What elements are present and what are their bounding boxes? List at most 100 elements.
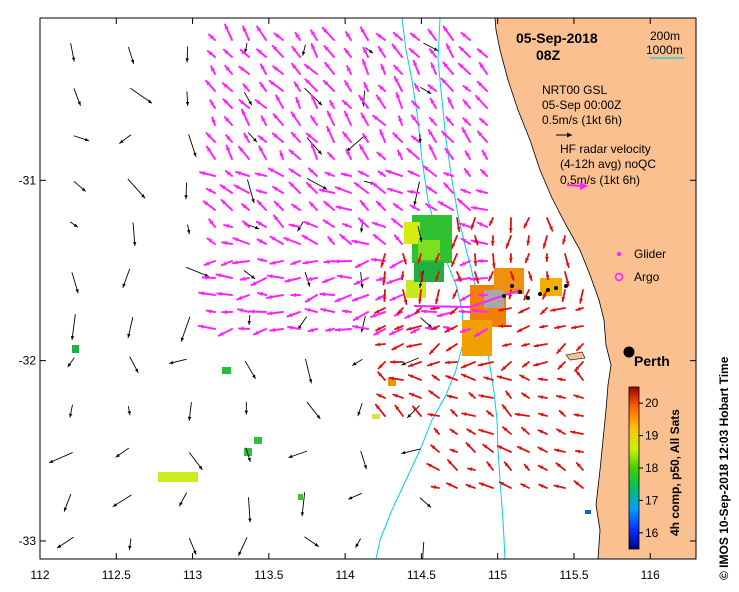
observed-arrow [445,343,458,352]
radar-arrow [324,171,335,177]
radar-arrow [310,43,318,58]
radar-arrow [258,145,267,160]
model-arrow [355,538,361,548]
observed-arrow [477,361,494,367]
radar-arrow [304,78,318,92]
radar-arrow [198,291,216,296]
radar-arrow [240,203,250,211]
model-arrow [406,405,420,419]
model-arrow [247,314,252,326]
radar-arrow [375,94,386,109]
observed-arrow [433,427,440,435]
observed-arrow [533,361,548,367]
model-arrow [56,536,74,549]
observed-velocity-arrows [374,217,584,490]
observed-arrow [521,426,530,435]
radar-arrow [241,25,250,41]
radar-arrow [353,181,369,194]
radar-arrow [459,294,471,302]
radar-arrow [308,201,318,211]
model-arrow [70,221,79,228]
radar-arrow [410,328,420,334]
observed-arrow [418,289,422,304]
x-tick-label: 115.5 [559,568,588,582]
observed-arrow [430,444,440,453]
radar-arrow [393,75,403,92]
observed-arrow [545,253,549,262]
observed-arrow [574,449,584,454]
radar-arrow [220,198,233,211]
observed-arrow [542,235,548,249]
radar-arrow [476,221,488,228]
model-arrow [238,537,248,557]
glider-symbol [616,251,622,257]
observed-arrow [394,325,404,331]
model-arrow [115,447,129,458]
radar-arrow [310,29,318,41]
observed-arrow [450,253,458,267]
radar-arrow [257,258,267,263]
radar-arrow [222,98,233,109]
colorbar-tick-label: 17 [645,493,659,507]
radar-arrow [255,220,267,228]
observed-arrow [542,289,548,300]
radar-arrow [371,221,386,228]
observed-arrow [537,446,548,453]
model-arrow [128,46,135,65]
radar-arrow [437,200,454,211]
observed-arrow [490,235,495,246]
model-arrow [288,450,308,458]
colorbar-tick-label: 18 [645,461,659,475]
radar-arrow [323,44,335,58]
observed-arrow [575,343,584,352]
observed-arrow [473,253,478,267]
radar-arrow [456,198,471,211]
model-arrow [132,222,137,247]
observed-arrow [501,343,512,347]
radar-arrow [380,63,386,75]
radar-arrow [290,131,301,143]
x-axis: 112 112.5 113 113.5 114 114.5 115 115.5 116 [30,18,660,582]
radar-arrow [323,259,335,264]
radar-arrow [362,46,369,58]
observed-arrow [570,325,584,330]
isobath-label-200m: 200m [650,29,680,43]
y-tick-label: -32 [19,354,37,368]
radar-arrow [342,222,352,228]
radar-arrow [304,294,318,303]
isobath-1000m [375,18,465,559]
model-arrow [417,226,423,243]
radar-arrow [235,170,250,177]
radar-arrow [408,47,420,58]
observed-arrow [407,374,422,381]
radar-arrow [237,145,250,160]
observed-arrow [488,217,494,226]
observed-arrow [491,253,496,269]
radar-arrow [447,97,454,109]
radar-arrow [295,96,301,109]
x-tick-label: 114 [336,568,355,582]
observed-arrow [377,361,386,370]
radar-arrow [221,309,233,315]
radar-arrow [429,97,437,109]
radar-arrow [458,309,471,314]
radar-arrow [392,31,403,41]
radar-arrow [231,260,250,265]
radar-arrow [389,294,403,302]
observed-arrow [538,412,548,417]
radar-arrow [410,114,420,126]
radar-arrow [199,171,216,177]
radar-arrow [462,85,471,92]
observed-arrow [400,271,405,281]
radar-arrow [310,94,318,109]
observed-arrow [549,307,566,312]
radar-arrow [271,44,284,58]
observed-arrow [450,408,458,417]
radar-arrow [319,292,335,297]
observed-arrow [505,390,512,399]
radar-arrow [406,147,420,160]
radar-arrow [357,217,369,228]
radar-arrow [321,277,335,284]
observed-arrow [394,404,404,417]
model-arrow [243,270,256,280]
